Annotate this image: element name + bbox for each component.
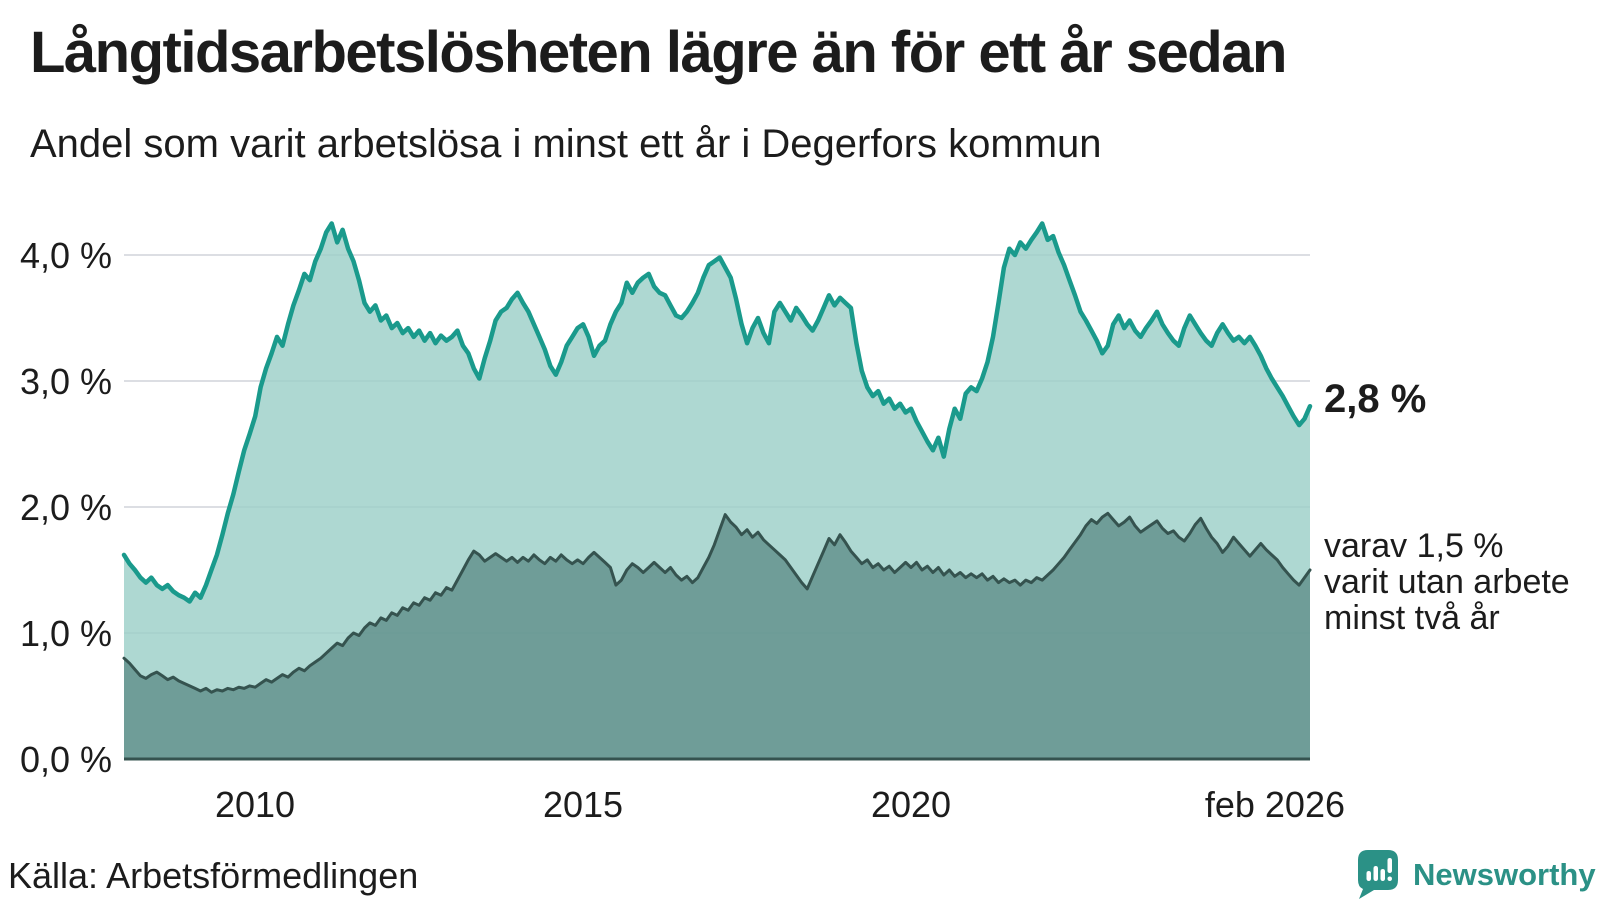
source-attribution: Källa: Arbetsförmedlingen (8, 855, 418, 896)
y-tick-2: 2,0 % (20, 487, 112, 528)
x-tick-feb-2026: feb 2026 (1205, 784, 1345, 825)
end-value-label-two-years-line1: varav 1,5 % (1324, 527, 1504, 565)
newsworthy-speech-bubble-chart-icon (1358, 850, 1398, 899)
y-axis-labels: 0,0 % 1,0 % 2,0 % 3,0 % 4,0 % (20, 235, 112, 780)
series-annotations: 2,8 % varav 1,5 % varit utan arbete mins… (1324, 377, 1570, 637)
area-series-group (121, 221, 1313, 759)
page-title: Långtidsarbetslösheten lägre än för ett … (30, 20, 1286, 85)
x-tick-2020: 2020 (871, 784, 951, 825)
end-value-label-two-years-line2: varit utan arbete (1324, 563, 1570, 601)
page-subtitle: Andel som varit arbetslösa i minst ett å… (30, 122, 1102, 166)
line-unemployed-one-year (121, 221, 1313, 604)
end-value-label-one-year: 2,8 % (1324, 377, 1426, 421)
line-unemployed-two-years (122, 511, 1312, 694)
y-tick-1: 1,0 % (20, 613, 112, 654)
x-axis-labels: 2010 2015 2020 feb 2026 (215, 784, 1345, 825)
y-tick-4: 4,0 % (20, 235, 112, 276)
x-tick-2015: 2015 (543, 784, 623, 825)
x-tick-2010: 2010 (215, 784, 295, 825)
y-tick-0: 0,0 % (20, 739, 112, 780)
end-value-label-two-years-line3: minst två år (1324, 599, 1500, 637)
newsworthy-logo: Newsworthy (1358, 850, 1596, 899)
y-tick-3: 3,0 % (20, 361, 112, 402)
newsworthy-logo-text: Newsworthy (1413, 857, 1596, 892)
area-fill-unemployed-two-years (124, 513, 1310, 759)
